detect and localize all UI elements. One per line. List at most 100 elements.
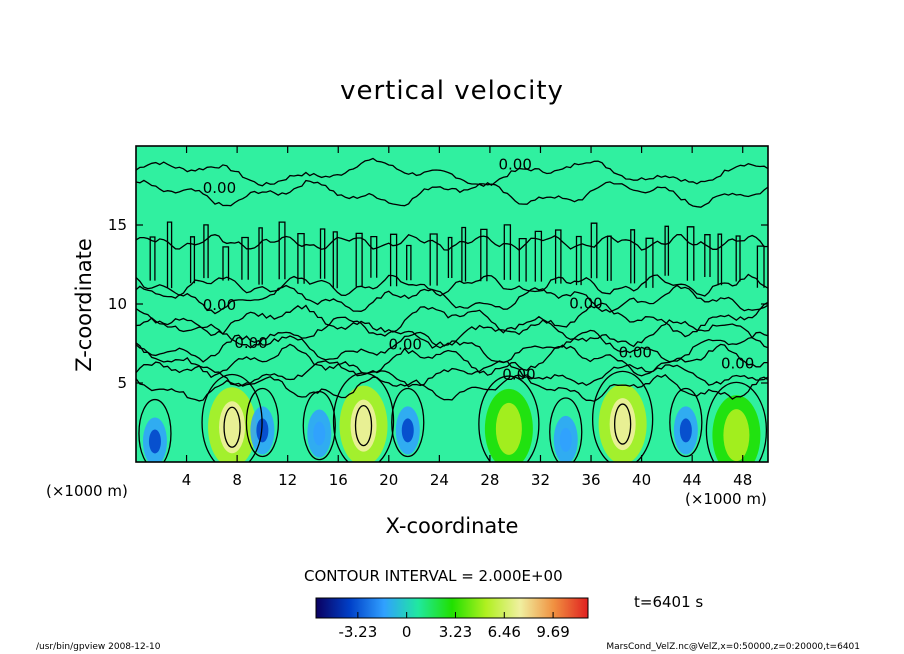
contour-spike: [686, 226, 695, 281]
contour-spike: [355, 232, 363, 287]
updraft-cell: [208, 387, 257, 462]
contour-value-label: 0.00: [203, 296, 236, 314]
contour-spike: [461, 226, 467, 282]
contour-spike: [258, 227, 263, 285]
contour-spike: [575, 235, 582, 286]
updraft-cell: [484, 388, 533, 462]
contour-spike: [203, 224, 209, 279]
contour-spike: [447, 236, 453, 278]
x-tick-label: 12: [278, 471, 297, 489]
contour-value-label: 0.00: [234, 334, 267, 352]
x-tick-label: 36: [581, 471, 600, 489]
colorbar-tick-label: 0: [402, 623, 412, 641]
downdraft-cell: [395, 406, 420, 455]
y-tick-label: 15: [108, 216, 127, 234]
contour-interval-label: CONTOUR INTERVAL = 2.000E+00: [304, 567, 563, 585]
contour-spike: [429, 233, 438, 286]
contour-value-label: 0.00: [569, 295, 602, 313]
downdraft-cell: [250, 406, 275, 455]
contour-spike: [664, 225, 670, 276]
contour-spike: [370, 235, 378, 278]
contour-spike: [189, 236, 196, 284]
updraft-contour-outer: [705, 381, 768, 462]
downdraft-contour: [138, 398, 172, 462]
updraft-contour-inner: [223, 406, 241, 448]
contour-spike: [149, 236, 156, 281]
updraft-contour-outer: [201, 373, 263, 462]
contour-spike: [645, 237, 654, 288]
x-tick-label: 40: [632, 471, 651, 489]
contour-line: [136, 284, 768, 315]
colorbar-tick-label: 9.69: [536, 623, 569, 641]
contour-spike: [297, 232, 305, 284]
updraft-cell: [712, 395, 761, 462]
x-tick-label: 44: [683, 471, 702, 489]
chart-title: vertical velocity: [340, 76, 564, 106]
contour-spike: [534, 230, 543, 282]
contour-spike: [518, 237, 527, 282]
downdraft-contour: [245, 387, 280, 458]
contour-spike: [278, 221, 286, 280]
updraft-cell: [339, 385, 388, 462]
x-tick-label: 28: [480, 471, 499, 489]
contour-spike: [241, 236, 249, 280]
contour-line: [136, 302, 768, 338]
x-tick-label: 32: [531, 471, 550, 489]
updraft-contour-outer: [478, 375, 540, 462]
downdraft-cell: [673, 406, 698, 455]
downdraft-contour: [302, 391, 336, 461]
contour-spike: [735, 235, 741, 282]
downdraft-contour: [549, 397, 583, 462]
contour-spike: [630, 229, 636, 284]
contour-line: [136, 179, 768, 208]
x-tick-label: 24: [430, 471, 449, 489]
downdraft-cell: [307, 409, 332, 458]
contour-line: [136, 329, 768, 364]
contour-spike: [554, 229, 562, 284]
x-tick-label: 4: [182, 471, 192, 489]
time-label: t=6401 s: [634, 593, 704, 611]
updraft-contour-inner: [354, 405, 373, 447]
contour-spike: [503, 224, 512, 280]
contour-spike: [332, 231, 338, 289]
colorbar-tick-label: 6.46: [488, 623, 521, 641]
contour-value-label: 0.00: [619, 343, 652, 361]
contour-spike: [704, 234, 711, 277]
contour-spike: [756, 245, 765, 288]
contour-spike: [717, 233, 723, 286]
contour-spike: [389, 233, 398, 287]
contour-line: [136, 373, 768, 402]
contour-spike: [590, 222, 598, 279]
y-tick-label: 10: [108, 295, 127, 313]
downdraft-contour: [669, 387, 703, 458]
colorbar: [315, 597, 589, 619]
updraft-contour-outer: [332, 372, 395, 462]
contour-value-label: 0.00: [502, 366, 535, 384]
updraft-cell: [598, 384, 647, 462]
contour-spike: [166, 221, 173, 289]
contour-value-label: 0.00: [721, 355, 754, 373]
contour-line: [136, 273, 768, 297]
contour-line: [136, 315, 768, 349]
downdraft-cell: [142, 417, 167, 462]
x-tick-label: 16: [329, 471, 348, 489]
contour-spike: [319, 228, 326, 279]
footer-left: /usr/bin/gpview 2008-12-10: [36, 642, 161, 652]
contour-value-label: 0.00: [203, 179, 236, 197]
x-tick-label: 20: [379, 471, 398, 489]
x-tick-label: 8: [232, 471, 242, 489]
footer-right: MarsCond_VelZ.nc@VelZ,x=0:50000,z=0:2000…: [606, 642, 860, 652]
x-tick-label: 48: [733, 471, 752, 489]
contour-value-label: 0.00: [498, 155, 531, 173]
contour-spike: [406, 244, 412, 281]
contour-value-label: 0.00: [389, 336, 422, 354]
contour-spike: [480, 228, 488, 282]
updraft-contour-inner: [613, 403, 632, 445]
y-tick-label: 5: [117, 374, 127, 392]
downdraft-cell: [553, 415, 578, 462]
x-axis-label: X-coordinate: [385, 514, 519, 538]
contour-spike: [222, 246, 230, 281]
contour-line: [136, 157, 768, 187]
contour-line: [136, 343, 768, 379]
